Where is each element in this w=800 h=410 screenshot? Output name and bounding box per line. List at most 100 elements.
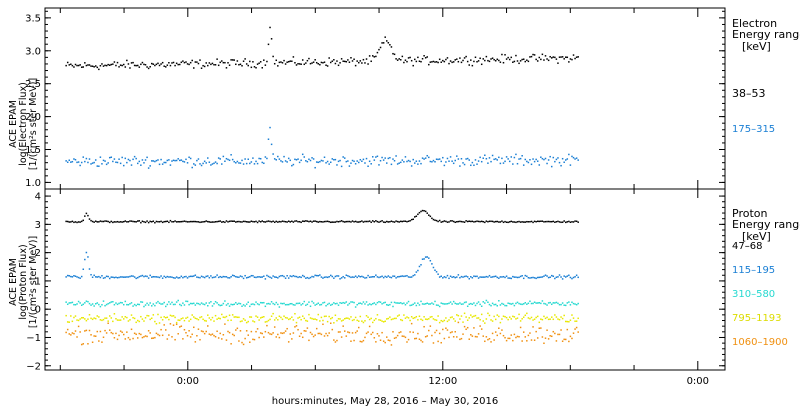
- data-point: [431, 315, 433, 318]
- data-point: [351, 301, 354, 303]
- data-point: [132, 275, 134, 277]
- data-point: [85, 212, 88, 215]
- data-point: [241, 65, 243, 67]
- data-point: [270, 315, 273, 317]
- data-point: [498, 221, 500, 223]
- data-point: [273, 158, 276, 160]
- data-point: [244, 220, 246, 223]
- data-point: [94, 335, 97, 337]
- data-point: [161, 221, 164, 224]
- data-point: [386, 40, 388, 42]
- data-point: [245, 162, 248, 165]
- data-point: [189, 220, 192, 223]
- data-point: [549, 301, 551, 304]
- data-point: [348, 165, 351, 167]
- data-point: [96, 221, 99, 223]
- data-point: [574, 57, 576, 60]
- data-point: [107, 275, 109, 278]
- data-point: [440, 275, 442, 278]
- data-point: [87, 256, 89, 258]
- data-point: [287, 220, 290, 222]
- data-point: [84, 160, 86, 163]
- data-point: [555, 301, 558, 304]
- data-point: [297, 317, 299, 319]
- data-point: [93, 317, 95, 319]
- data-point: [484, 276, 486, 278]
- data-point: [555, 316, 558, 318]
- data-point: [179, 159, 181, 162]
- data-point: [396, 334, 399, 337]
- data-point: [238, 220, 240, 223]
- data-point: [315, 327, 318, 330]
- data-point: [443, 337, 446, 340]
- data-point: [564, 304, 567, 307]
- data-point: [301, 274, 304, 277]
- data-point: [378, 221, 380, 223]
- data-point: [298, 220, 301, 223]
- data-point: [373, 276, 376, 278]
- data-point: [245, 221, 248, 223]
- data-point: [322, 323, 324, 326]
- data-point: [515, 276, 517, 278]
- data-point: [291, 275, 293, 278]
- data-point: [406, 220, 408, 223]
- data-point: [211, 333, 214, 335]
- data-point: [347, 304, 349, 306]
- data-point: [575, 157, 578, 159]
- data-point: [298, 161, 301, 164]
- data-point: [144, 304, 147, 306]
- data-point: [79, 318, 81, 320]
- data-point: [301, 220, 304, 222]
- data-point: [261, 161, 264, 164]
- data-point: [393, 53, 396, 56]
- data-point: [382, 340, 385, 342]
- data-point: [256, 328, 259, 330]
- data-point: [73, 158, 75, 160]
- data-point: [188, 320, 190, 322]
- data-point: [301, 59, 304, 61]
- data-point: [186, 316, 189, 319]
- data-point: [121, 302, 123, 304]
- data-point: [541, 157, 544, 160]
- data-point: [301, 302, 304, 305]
- data-point: [287, 277, 290, 279]
- data-point: [568, 321, 570, 323]
- data-point: [375, 274, 377, 276]
- data-point: [263, 301, 265, 304]
- data-point: [488, 303, 491, 306]
- data-point: [230, 220, 232, 222]
- data-point: [512, 163, 514, 165]
- data-point: [272, 332, 274, 334]
- data-point: [442, 59, 444, 62]
- data-point: [522, 277, 525, 280]
- data-point: [339, 159, 341, 162]
- data-point: [266, 320, 268, 323]
- data-point: [392, 52, 394, 55]
- data-point: [356, 330, 358, 332]
- data-point: [154, 160, 156, 163]
- data-point: [564, 159, 567, 161]
- data-point: [499, 61, 502, 63]
- data-point: [477, 301, 480, 303]
- data-point: [558, 303, 561, 306]
- data-point: [423, 158, 425, 160]
- data-point: [244, 274, 246, 277]
- data-point: [354, 275, 357, 277]
- data-point: [185, 275, 187, 278]
- data-point: [401, 55, 404, 58]
- data-point: [333, 158, 335, 161]
- data-point: [216, 58, 218, 60]
- data-point: [208, 161, 211, 163]
- data-point: [166, 316, 169, 319]
- data-point: [340, 336, 343, 338]
- data-point: [515, 153, 517, 156]
- data-point: [479, 303, 481, 306]
- data-point: [463, 275, 466, 278]
- data-point: [133, 64, 136, 67]
- data-point: [512, 315, 514, 318]
- data-point: [527, 221, 530, 223]
- data-point: [66, 328, 69, 331]
- data-point: [329, 221, 332, 224]
- data-point: [357, 221, 360, 223]
- data-point: [429, 215, 432, 218]
